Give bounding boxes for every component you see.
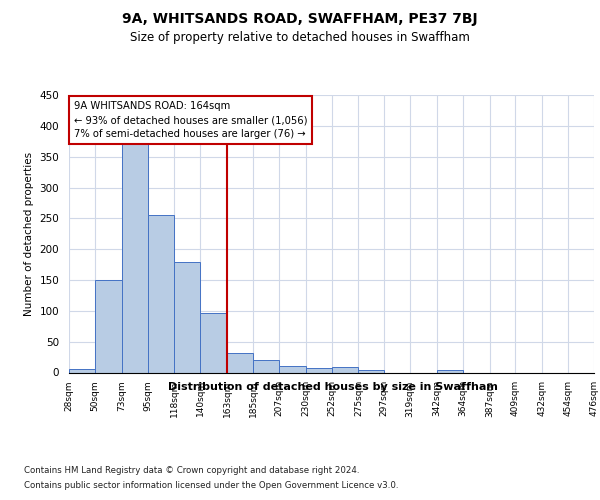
Bar	[331, 367, 358, 372]
Bar	[122, 144, 148, 372]
Text: Size of property relative to detached houses in Swaffham: Size of property relative to detached ho…	[130, 31, 470, 44]
Bar	[200, 314, 227, 372]
Bar	[95, 280, 122, 372]
Text: Contains HM Land Registry data © Crown copyright and database right 2024.: Contains HM Land Registry data © Crown c…	[24, 466, 359, 475]
Bar	[227, 353, 253, 372]
Text: 9A WHITSANDS ROAD: 164sqm
← 93% of detached houses are smaller (1,056)
7% of sem: 9A WHITSANDS ROAD: 164sqm ← 93% of detac…	[74, 101, 307, 139]
Text: 9A, WHITSANDS ROAD, SWAFFHAM, PE37 7BJ: 9A, WHITSANDS ROAD, SWAFFHAM, PE37 7BJ	[122, 12, 478, 26]
Bar	[69, 369, 95, 372]
Bar	[306, 368, 331, 372]
Bar	[253, 360, 279, 372]
Y-axis label: Number of detached properties: Number of detached properties	[24, 152, 34, 316]
Bar	[358, 370, 384, 372]
Bar	[175, 262, 200, 372]
Bar	[437, 370, 463, 372]
Text: Distribution of detached houses by size in Swaffham: Distribution of detached houses by size …	[168, 382, 498, 392]
Bar	[148, 215, 175, 372]
Bar	[279, 366, 306, 372]
Text: Contains public sector information licensed under the Open Government Licence v3: Contains public sector information licen…	[24, 481, 398, 490]
